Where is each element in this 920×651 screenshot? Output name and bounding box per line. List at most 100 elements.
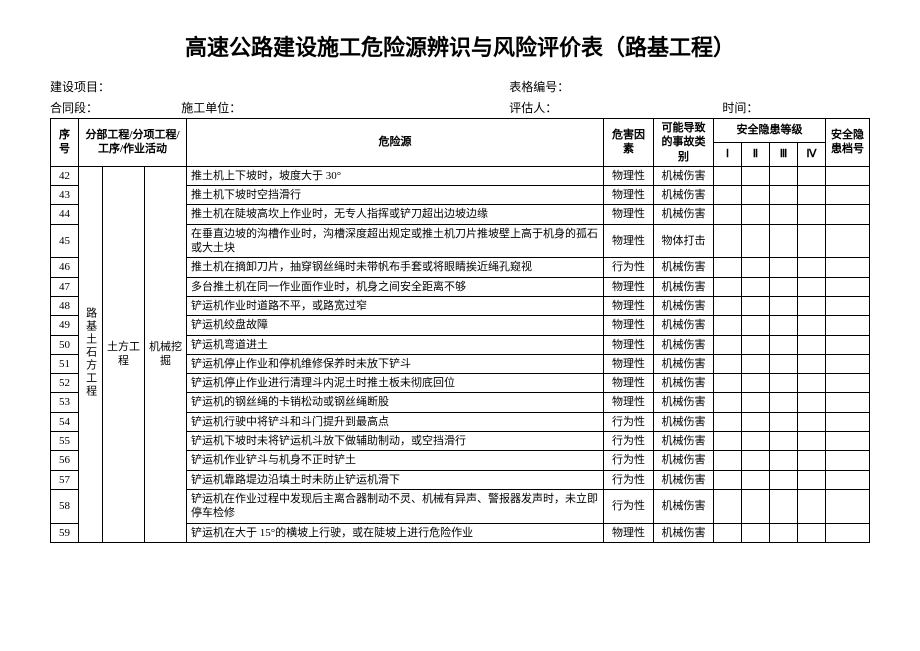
- cell-level: [798, 523, 826, 542]
- cell-level: [742, 277, 770, 296]
- cell-factor: 行为性: [604, 489, 654, 523]
- page-title: 高速公路建设施工危险源辨识与风险评价表（路基工程）: [50, 30, 870, 62]
- cell-hidden-no: [826, 166, 870, 185]
- cell-hazard: 铲运机靠路堤边沿填土时未防止铲运机滑下: [187, 470, 604, 489]
- cell-category-1: 路基土石方工程: [79, 166, 103, 542]
- cell-level: [798, 224, 826, 258]
- cell-accident: 机械伤害: [654, 451, 714, 470]
- cell-level: [714, 335, 742, 354]
- cell-factor: 物理性: [604, 205, 654, 224]
- cell-hidden-no: [826, 258, 870, 277]
- cell-level: [742, 412, 770, 431]
- cell-seq: 42: [51, 166, 79, 185]
- cell-factor: 物理性: [604, 296, 654, 315]
- cell-factor: 行为性: [604, 432, 654, 451]
- cell-level: [770, 432, 798, 451]
- cell-hidden-no: [826, 335, 870, 354]
- cell-hazard: 多台推土机在同一作业面作业时，机身之间安全距离不够: [187, 277, 604, 296]
- cell-level: [798, 205, 826, 224]
- cell-level: [714, 393, 742, 412]
- cell-level: [770, 354, 798, 373]
- cell-factor: 行为性: [604, 470, 654, 489]
- cell-level: [770, 374, 798, 393]
- th-seq: 序号: [51, 119, 79, 167]
- cell-level: [770, 470, 798, 489]
- table-row: 42路基土石方工程土方工程机械挖掘推土机上下坡时，坡度大于 30°物理性机械伤害: [51, 166, 870, 185]
- cell-level: [714, 166, 742, 185]
- cell-level: [714, 186, 742, 205]
- cell-factor: 行为性: [604, 412, 654, 431]
- cell-hidden-no: [826, 432, 870, 451]
- cell-level: [742, 258, 770, 277]
- table-body: 42路基土石方工程土方工程机械挖掘推土机上下坡时，坡度大于 30°物理性机械伤害…: [51, 166, 870, 542]
- cell-level: [770, 316, 798, 335]
- cell-level: [742, 224, 770, 258]
- cell-hidden-no: [826, 205, 870, 224]
- cell-accident: 机械伤害: [654, 296, 714, 315]
- project-label: 建设项目：: [50, 78, 110, 95]
- cell-factor: 物理性: [604, 316, 654, 335]
- cell-hazard: 在垂直边坡的沟槽作业时，沟槽深度超出规定或推土机刀片推坡壁上高于机身的孤石或大土…: [187, 224, 604, 258]
- cell-level: [714, 374, 742, 393]
- cell-hidden-no: [826, 224, 870, 258]
- cell-hazard: 铲运机作业时道路不平，或路宽过窄: [187, 296, 604, 315]
- cell-hazard: 铲运机作业铲斗与机身不正时铲土: [187, 451, 604, 470]
- cell-seq: 57: [51, 470, 79, 489]
- cell-seq: 49: [51, 316, 79, 335]
- th-level-1: Ⅰ: [714, 142, 742, 166]
- cell-hidden-no: [826, 489, 870, 523]
- th-hidden-no: 安全隐患档号: [826, 119, 870, 167]
- cell-accident: 机械伤害: [654, 186, 714, 205]
- cell-level: [714, 224, 742, 258]
- cell-accident: 机械伤害: [654, 412, 714, 431]
- cell-level: [714, 354, 742, 373]
- cell-level: [770, 166, 798, 185]
- cell-seq: 46: [51, 258, 79, 277]
- cell-level: [798, 335, 826, 354]
- cell-level: [714, 316, 742, 335]
- cell-factor: 行为性: [604, 258, 654, 277]
- cell-hidden-no: [826, 354, 870, 373]
- cell-hazard: 铲运机绞盘故障: [187, 316, 604, 335]
- cell-category-3: 机械挖掘: [145, 166, 187, 542]
- cell-level: [770, 258, 798, 277]
- cell-hazard: 铲运机在大于 15°的横坡上行驶，或在陡坡上进行危险作业: [187, 523, 604, 542]
- cell-accident: 机械伤害: [654, 374, 714, 393]
- cell-level: [770, 451, 798, 470]
- cell-seq: 51: [51, 354, 79, 373]
- cell-factor: 物理性: [604, 374, 654, 393]
- cell-accident: 机械伤害: [654, 470, 714, 489]
- cell-level: [770, 296, 798, 315]
- cell-level: [742, 432, 770, 451]
- cell-level: [798, 489, 826, 523]
- cell-hidden-no: [826, 412, 870, 431]
- cell-hazard: 推土机下坡时空挡滑行: [187, 186, 604, 205]
- cell-accident: 机械伤害: [654, 277, 714, 296]
- cell-hazard: 推土机上下坡时，坡度大于 30°: [187, 166, 604, 185]
- cell-level: [770, 224, 798, 258]
- cell-level: [798, 451, 826, 470]
- assessor-label: 评估人：: [509, 99, 557, 116]
- cell-factor: 物理性: [604, 277, 654, 296]
- cell-hazard: 铲运机停止作业和停机维修保养时未放下铲斗: [187, 354, 604, 373]
- cell-level: [770, 412, 798, 431]
- th-hazard: 危险源: [187, 119, 604, 167]
- cell-factor: 物理性: [604, 186, 654, 205]
- cell-level: [770, 205, 798, 224]
- contract-label: 合同段：: [50, 99, 98, 116]
- cell-level: [714, 205, 742, 224]
- cell-accident: 机械伤害: [654, 205, 714, 224]
- cell-level: [770, 277, 798, 296]
- cell-level: [742, 374, 770, 393]
- cell-accident: 机械伤害: [654, 432, 714, 451]
- cell-seq: 53: [51, 393, 79, 412]
- cell-factor: 物理性: [604, 166, 654, 185]
- cell-seq: 43: [51, 186, 79, 205]
- cell-hazard: 推土机在摘卸刀片，抽穿钢丝绳时未带帆布手套或将眼睛挨近绳孔窥视: [187, 258, 604, 277]
- cell-level: [742, 470, 770, 489]
- cell-accident: 机械伤害: [654, 489, 714, 523]
- meta-row-1: 建设项目： 表格编号：: [50, 78, 870, 95]
- th-level-3: Ⅲ: [770, 142, 798, 166]
- cell-factor: 物理性: [604, 335, 654, 354]
- th-level-2: Ⅱ: [742, 142, 770, 166]
